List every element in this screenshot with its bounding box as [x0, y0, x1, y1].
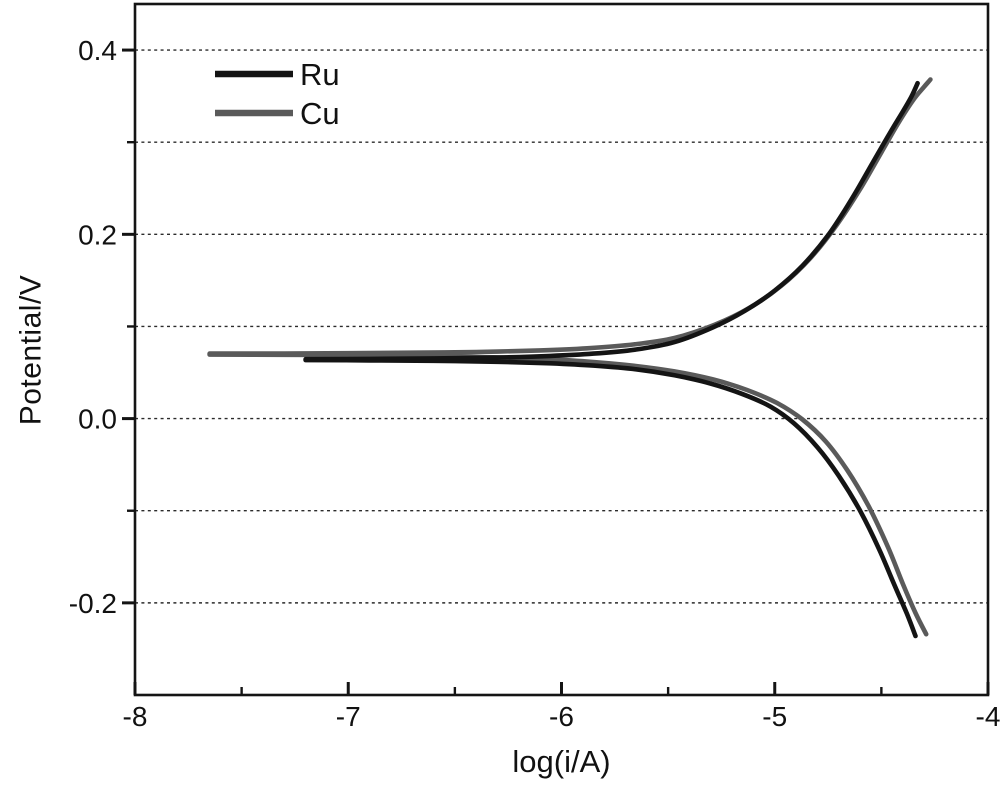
- x-tick-label: -8: [123, 701, 148, 732]
- legend-label-Cu: Cu: [300, 96, 340, 131]
- y-tick-label: 0.2: [78, 219, 117, 250]
- x-tick-label: -7: [336, 701, 361, 732]
- plot-frame: [133, 2, 990, 697]
- y-tick-label: -0.2: [69, 588, 117, 619]
- series-Ru-cathodic-curve: [303, 357, 918, 639]
- x-tick-label: -4: [976, 701, 1000, 732]
- x-tick-label: -5: [762, 701, 787, 732]
- x-tick-label: -6: [549, 701, 574, 732]
- series-Ru-anodic-curve: [303, 80, 920, 362]
- y-tick-label: 0.4: [78, 35, 117, 66]
- y-tick-label: 0.0: [78, 404, 117, 435]
- legend-label-Ru: Ru: [300, 57, 340, 92]
- series-Cu-cathodic-curve: [207, 352, 929, 637]
- x-axis-title: log(i/A): [512, 744, 611, 779]
